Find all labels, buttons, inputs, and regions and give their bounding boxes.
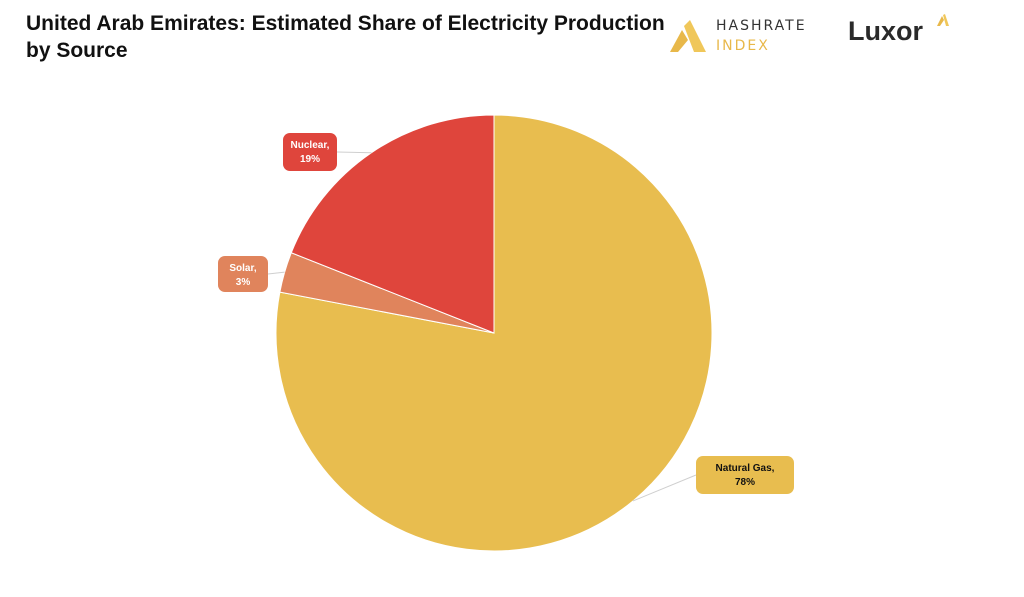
slice-label-value: 19% [300, 154, 320, 165]
pie-slice-nuclear [290, 114, 495, 334]
luxor-logo-word: Luxor [848, 16, 924, 46]
hashrate-index-logo: HASHRATE INDEX [668, 18, 828, 58]
luxor-logo: Luxor [848, 14, 958, 54]
hashrate-logo-line1: HASHRATE [716, 18, 807, 34]
slice-label-name: Nuclear, [291, 140, 330, 151]
leader-line-solar [267, 271, 285, 275]
slice-label-value: 3% [236, 277, 251, 288]
hashrate-logo-line2: INDEX [716, 38, 770, 54]
leader-line-nuclear [336, 151, 372, 154]
chart-title: United Arab Emirates: Estimated Share of… [26, 12, 665, 62]
hashrate-logo-icon [670, 20, 706, 52]
leader-line-natural-gas [632, 474, 697, 502]
slice-label-natural-gas: Natural Gas, 78% [696, 456, 794, 494]
slice-label-solar: Solar, 3% [218, 256, 268, 292]
slice-label-value: 78% [735, 477, 755, 488]
slice-label-name: Solar, [229, 263, 256, 274]
slice-label-name: Natural Gas, [716, 463, 775, 474]
luxor-logo-icon [937, 14, 949, 26]
slice-label-nuclear: Nuclear, 19% [283, 133, 337, 171]
